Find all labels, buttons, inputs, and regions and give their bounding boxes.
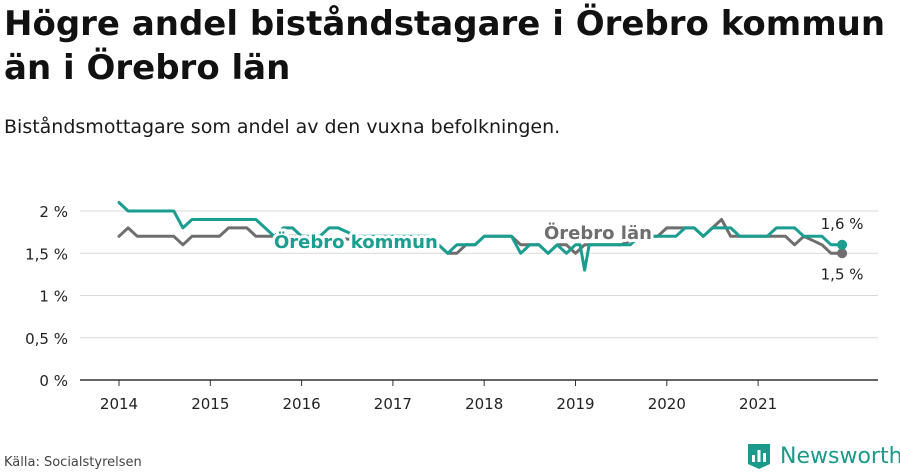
series-label-orebro-kommun-halo: Örebro kommun [274, 231, 438, 253]
x-tick-label: 2016 [283, 395, 321, 413]
x-tick-label: 2021 [739, 395, 777, 413]
series-label-orebro-kommun: Örebro kommun [274, 231, 438, 253]
x-tick-label: 2015 [191, 395, 229, 413]
brand-logo[interactable]: Newsworthy [746, 440, 900, 472]
series-label-orebro-lan-halo: Örebro län [544, 222, 652, 244]
y-axis-ticks: 0 % 0,5 % 1 % 1,5 % 2 % [25, 203, 68, 390]
x-tick-label: 2014 [100, 395, 138, 413]
series-line-orebro-kommun [117, 201, 844, 272]
y-tick-label: 1 % [39, 288, 68, 306]
end-point-orebro-lan [837, 248, 848, 259]
y-tick-label: 2 % [39, 203, 68, 221]
brand-name: Newsworthy [780, 443, 900, 469]
series-line-orebro-lan [117, 218, 844, 255]
x-tick-label: 2017 [374, 395, 412, 413]
y-tick-label: 0,5 % [25, 330, 68, 348]
x-tick-label: 2020 [648, 395, 686, 413]
grid-lines [80, 210, 878, 381]
end-point-orebro-kommun [837, 239, 848, 250]
newsworthy-icon [748, 444, 770, 469]
series-lines [117, 201, 848, 272]
end-value-label-lan: 1,5 % [821, 265, 864, 283]
y-tick-label: 0 % [39, 372, 68, 390]
x-axis-ticks: 2014 2015 2016 2017 2018 2019 2020 2021 [100, 380, 777, 413]
y-tick-label: 1,5 % [25, 245, 68, 263]
series-label-orebro-lan: Örebro län [544, 222, 652, 244]
chart-title: Högre andel biståndstagare i Örebro komm… [4, 4, 886, 88]
x-tick-label: 2018 [465, 395, 503, 413]
source-note: Källa: Socialstyrelsen [4, 455, 142, 470]
x-tick-label: 2019 [556, 395, 594, 413]
chart-subtitle: Biståndsmottagare som andel av den vuxna… [4, 116, 561, 138]
end-value-label-kommun: 1,6 % [821, 215, 864, 233]
